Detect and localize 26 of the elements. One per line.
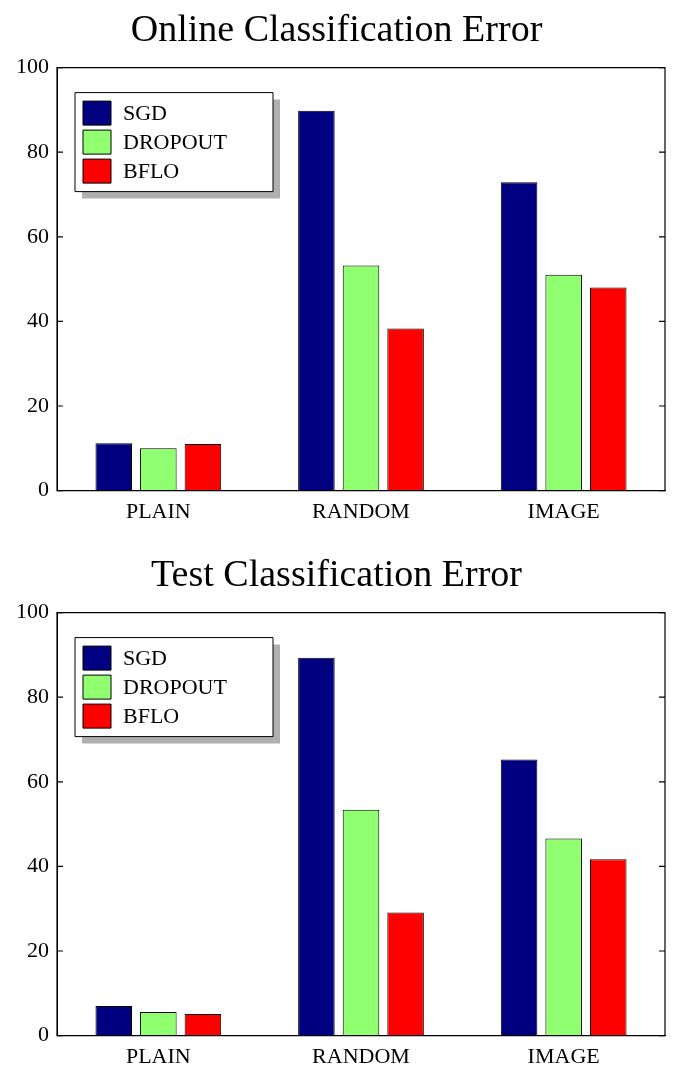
y-tick-label: 60 (27, 767, 49, 793)
x-tick-label: IMAGE (527, 497, 600, 523)
x-tick-label: RANDOM (312, 1042, 410, 1068)
y-tick-label: 20 (27, 391, 49, 417)
legend-label: DROPOUT (123, 673, 228, 699)
x-tick-label: PLAIN (125, 497, 191, 523)
y-tick-label: 40 (27, 307, 49, 333)
legend-label: BFLO (123, 157, 180, 183)
legend-label: BFLO (123, 702, 180, 728)
y-tick-label: 20 (27, 936, 49, 962)
x-tick-label: IMAGE (527, 1042, 600, 1068)
y-tick-label: 80 (27, 137, 49, 163)
chart-title: Online Classification Error (130, 6, 543, 49)
y-tick-label: 0 (38, 476, 49, 502)
legend-label: SGD (123, 644, 168, 670)
y-tick-label: 100 (16, 53, 49, 79)
y-tick-label: 40 (27, 852, 49, 878)
chart-title: Test Classification Error (151, 551, 523, 594)
x-tick-label: RANDOM (312, 497, 410, 523)
y-tick-label: 80 (27, 682, 49, 708)
legend-label: SGD (123, 99, 168, 125)
y-tick-label: 100 (16, 598, 49, 624)
legend-label: DROPOUT (123, 128, 228, 154)
y-tick-label: 60 (27, 222, 49, 248)
x-tick-label: PLAIN (125, 1042, 191, 1068)
y-tick-label: 0 (38, 1021, 49, 1047)
